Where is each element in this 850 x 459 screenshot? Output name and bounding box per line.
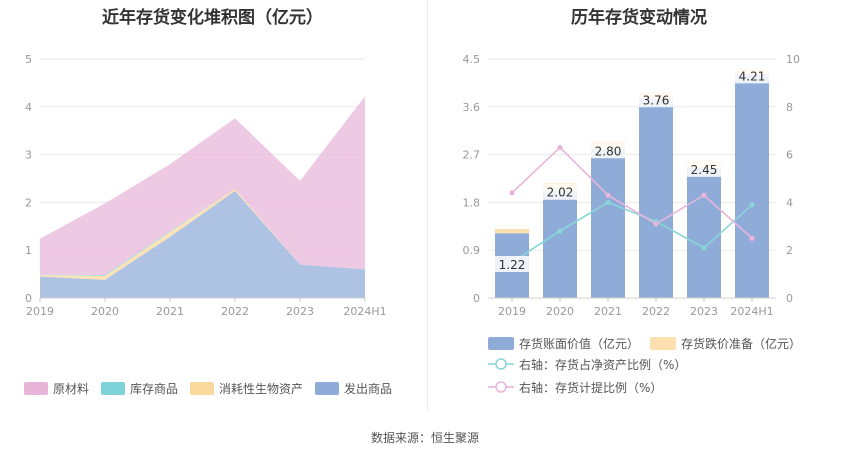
- line-series-1: [511, 146, 753, 239]
- right-legend-marker-0: [495, 358, 507, 370]
- bar-0-1: [543, 190, 577, 298]
- left-legend-swatch-1: [101, 382, 125, 395]
- right-legend-line-label-0: 右轴：存货占净资产比例（%）: [519, 357, 686, 372]
- left-y-tick-0: 0: [25, 292, 32, 305]
- right-x-tick-5: 2024H1: [730, 305, 773, 318]
- left-x-tick-2: 2021: [156, 305, 184, 318]
- left-x-tick-5: 2024H1: [343, 305, 386, 318]
- line-point-1-5: [749, 235, 755, 241]
- line-point-0-1: [557, 228, 563, 234]
- bar-label-bg-4: [686, 160, 722, 177]
- right-y2-tick-3: 6: [786, 149, 793, 162]
- area-series-3: [40, 190, 365, 298]
- bar-data-label-2: 2.80: [595, 144, 622, 158]
- right-y2-tick-1: 2: [786, 244, 793, 257]
- bar-label-bg-1: [542, 183, 578, 200]
- bar-0-2: [591, 149, 625, 298]
- right-legend-label-1: 存货跌价准备（亿元）: [681, 336, 801, 351]
- right-y2-tick-2: 4: [786, 196, 793, 209]
- bar-0-3: [639, 98, 673, 299]
- chart-divider: [427, 0, 428, 410]
- bar-label-bg-3: [638, 91, 674, 108]
- right-y-tick-2: 1.8: [463, 196, 481, 209]
- left-y-tick-3: 3: [25, 149, 32, 162]
- left-x-tick-1: 2020: [91, 305, 119, 318]
- left-x-tick-0: 2019: [26, 305, 54, 318]
- right-legend-swatch-1: [650, 337, 676, 350]
- line-point-0-5: [749, 202, 755, 208]
- left-legend-swatch-3: [315, 382, 339, 395]
- bar-data-label-0: 1.22: [499, 258, 526, 272]
- right-chart-title: 历年存货变动情况: [571, 8, 707, 28]
- line-point-1-3: [653, 221, 659, 227]
- left-y-tick-5: 5: [25, 53, 32, 66]
- left-y-tick-1: 1: [25, 244, 32, 257]
- line-point-0-2: [605, 199, 611, 205]
- right-y-tick-1: 0.9: [463, 244, 481, 257]
- right-y-tick-3: 2.7: [463, 149, 481, 162]
- bar-0-5: [735, 74, 769, 298]
- right-y2-tick-5: 10: [786, 53, 800, 66]
- right-legend-marker-1: [495, 381, 507, 393]
- right-y2-tick-4: 8: [786, 101, 793, 114]
- right-x-tick-0: 2019: [498, 305, 526, 318]
- bar-0-4: [687, 167, 721, 298]
- right-y-tick-0: 0: [473, 292, 480, 305]
- bar-data-label-5: 4.21: [739, 69, 766, 83]
- right-legend-label-0: 存货账面价值（亿元）: [519, 336, 639, 351]
- left-legend-label-3: 发出商品: [344, 381, 392, 396]
- left-chart-title: 近年存货变化堆积图（亿元）: [102, 8, 323, 28]
- right-x-tick-3: 2022: [642, 305, 670, 318]
- line-point-1-0: [509, 190, 515, 196]
- line-point-1-2: [605, 192, 611, 198]
- left-legend-swatch-0: [24, 382, 48, 395]
- right-y-tick-4: 3.6: [463, 101, 481, 114]
- line-point-1-1: [557, 144, 563, 151]
- right-x-tick-1: 2020: [546, 305, 574, 318]
- bar-data-label-1: 2.02: [547, 186, 574, 200]
- bar-data-label-3: 3.76: [643, 93, 670, 107]
- right-y-tick-5: 4.5: [463, 53, 481, 66]
- right-x-tick-2: 2021: [594, 305, 622, 318]
- right-y2-tick-0: 0: [786, 292, 793, 305]
- left-legend-label-2: 消耗性生物资产: [219, 382, 303, 396]
- left-legend-label-0: 原材料: [53, 382, 89, 396]
- right-legend-swatch-0: [488, 337, 514, 350]
- bar-1-0: [495, 228, 529, 234]
- left-y-tick-4: 4: [25, 101, 32, 114]
- bar-label-bg-5: [734, 67, 770, 84]
- line-point-0-4: [701, 245, 707, 251]
- bar-data-label-4: 2.45: [691, 163, 718, 177]
- left-y-tick-2: 2: [25, 196, 32, 209]
- bar-label-bg-0: [494, 256, 530, 272]
- left-legend-swatch-2: [190, 382, 214, 395]
- right-legend-line-label-1: 右轴：存货计提比例（%）: [519, 380, 662, 395]
- right-x-tick-4: 2023: [690, 305, 718, 318]
- left-legend-label-1: 库存商品: [130, 381, 178, 396]
- left-x-tick-3: 2022: [221, 305, 249, 318]
- line-point-1-4: [701, 192, 707, 198]
- area-series-0: [40, 96, 365, 276]
- line-series-0: [511, 201, 753, 263]
- left-x-tick-4: 2023: [286, 305, 314, 318]
- source-note: 数据来源：恒生聚源: [370, 431, 479, 445]
- bar-label-bg-2: [590, 142, 626, 159]
